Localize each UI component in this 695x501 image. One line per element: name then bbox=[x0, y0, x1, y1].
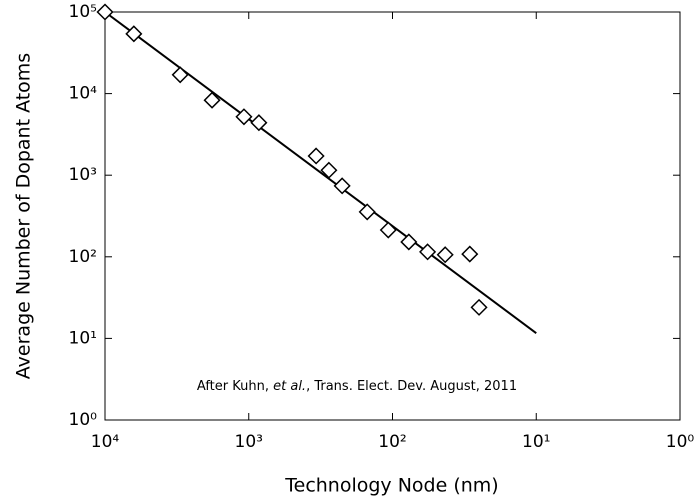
plot-frame bbox=[104, 11, 681, 421]
y-tick-label: 10¹ bbox=[69, 328, 97, 348]
y-tick-label: 10⁰ bbox=[69, 410, 98, 430]
annotation-part: et al. bbox=[273, 379, 306, 394]
annotation-part: After Kuhn, bbox=[197, 379, 273, 394]
x-tick-label: 10² bbox=[378, 432, 406, 452]
y-tick-label: 10⁴ bbox=[69, 84, 98, 104]
x-tick-label: 10⁰ bbox=[666, 432, 695, 452]
y-tick-label: 10³ bbox=[69, 165, 97, 185]
data-point bbox=[333, 177, 351, 195]
data-point bbox=[250, 114, 268, 132]
data-point bbox=[203, 91, 221, 109]
data-point bbox=[307, 147, 325, 165]
x-tick-label: 10⁴ bbox=[91, 432, 120, 452]
data-point bbox=[379, 221, 397, 239]
data-point bbox=[400, 233, 418, 251]
data-point bbox=[419, 243, 437, 261]
data-point bbox=[96, 3, 114, 21]
data-point bbox=[320, 161, 338, 179]
annotation: After Kuhn, et al., Trans. Elect. Dev. A… bbox=[197, 379, 517, 394]
y-tick-label: 10⁵ bbox=[69, 2, 97, 22]
x-axis-label: Technology Node (nm) bbox=[284, 475, 498, 497]
data-point bbox=[235, 108, 253, 126]
y-axis-label: Average Number of Dopant Atoms bbox=[13, 53, 35, 379]
data-point bbox=[461, 245, 479, 263]
y-tick-label: 10² bbox=[69, 247, 97, 267]
data-point bbox=[358, 203, 376, 221]
annotation-part: , Trans. Elect. Dev. August, 2011 bbox=[306, 379, 517, 394]
data-point bbox=[470, 298, 488, 316]
data-point bbox=[171, 66, 189, 84]
data-point bbox=[125, 25, 143, 43]
x-tick-label: 10¹ bbox=[522, 432, 550, 452]
data-point bbox=[436, 246, 454, 264]
x-tick-label: 10³ bbox=[235, 432, 263, 452]
fit-line bbox=[104, 11, 537, 334]
